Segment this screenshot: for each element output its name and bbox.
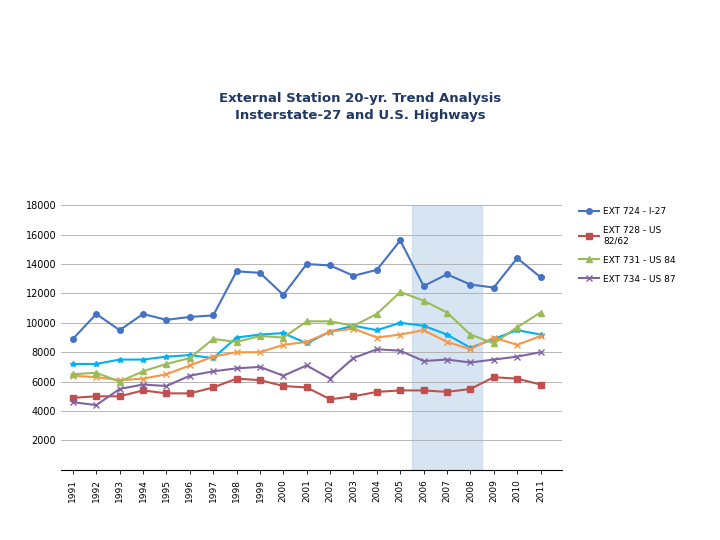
Text: 27: 27 <box>685 520 702 533</box>
Text: External Station Volume Development: External Station Volume Development <box>11 23 520 47</box>
Text: External Station 20-yr. Trend Analysis
Insterstate-27 and U.S. Highways: External Station 20-yr. Trend Analysis I… <box>219 92 501 122</box>
Legend: EXT 724 - I-27, EXT 728 - US
82/62, EXT 731 - US 84, EXT 734 - US 87: EXT 724 - I-27, EXT 728 - US 82/62, EXT … <box>576 205 678 286</box>
Bar <box>412 205 482 470</box>
